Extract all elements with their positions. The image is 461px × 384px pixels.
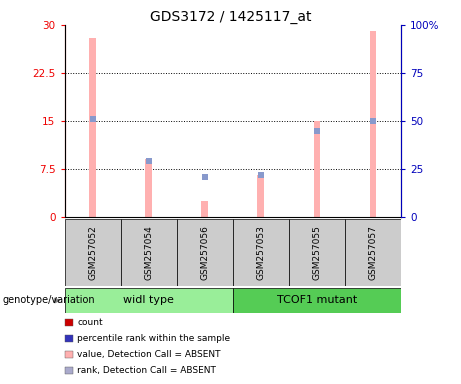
- Bar: [65, 319, 73, 326]
- Text: GSM257056: GSM257056: [200, 225, 209, 280]
- Text: percentile rank within the sample: percentile rank within the sample: [77, 334, 230, 343]
- Bar: [345, 219, 401, 286]
- Bar: [65, 288, 233, 313]
- Bar: [121, 219, 177, 286]
- Text: genotype/variation: genotype/variation: [2, 295, 95, 306]
- Bar: [233, 288, 401, 313]
- Bar: [258, 175, 264, 217]
- Text: GSM257052: GSM257052: [88, 225, 97, 280]
- Bar: [201, 201, 208, 217]
- Bar: [177, 219, 233, 286]
- Bar: [89, 38, 96, 217]
- Bar: [313, 121, 320, 217]
- Bar: [289, 219, 345, 286]
- Text: GSM257057: GSM257057: [368, 225, 378, 280]
- Text: GSM257053: GSM257053: [256, 225, 266, 280]
- Bar: [370, 31, 376, 217]
- Text: count: count: [77, 318, 103, 327]
- Bar: [145, 159, 152, 217]
- Text: TCOF1 mutant: TCOF1 mutant: [277, 295, 357, 306]
- Bar: [233, 219, 289, 286]
- Text: GSM257054: GSM257054: [144, 225, 153, 280]
- Bar: [65, 351, 73, 358]
- Text: rank, Detection Call = ABSENT: rank, Detection Call = ABSENT: [77, 366, 216, 376]
- Text: widl type: widl type: [123, 295, 174, 306]
- Text: GSM257055: GSM257055: [313, 225, 321, 280]
- Bar: [65, 219, 121, 286]
- Text: value, Detection Call = ABSENT: value, Detection Call = ABSENT: [77, 350, 221, 359]
- Text: GDS3172 / 1425117_at: GDS3172 / 1425117_at: [150, 10, 311, 23]
- Bar: [65, 367, 73, 374]
- Bar: [65, 335, 73, 342]
